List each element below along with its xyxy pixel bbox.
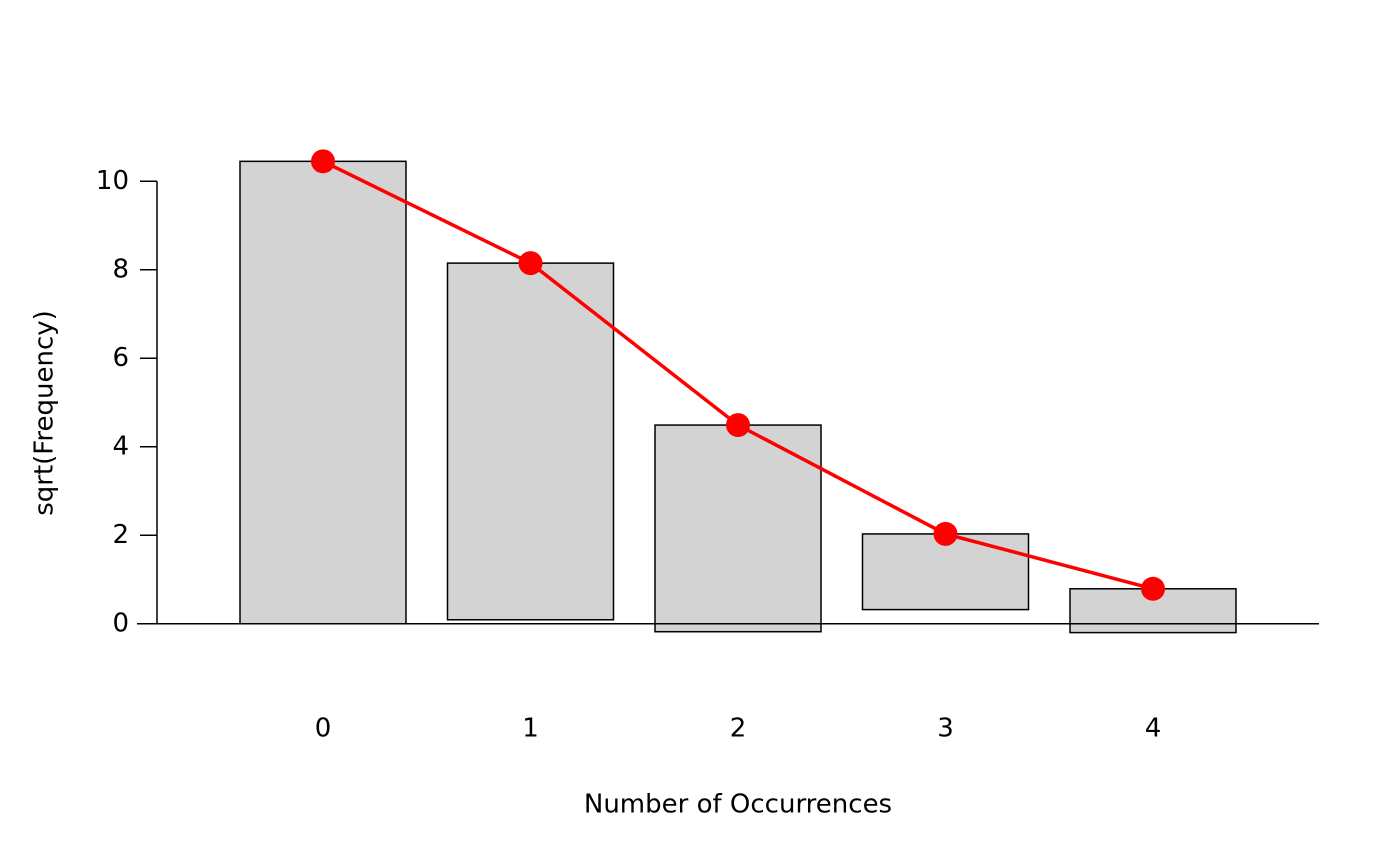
expected-point: [311, 149, 335, 174]
y-tick-label: 4: [112, 431, 129, 461]
y-tick-label: 8: [112, 254, 129, 284]
y-tick-label: 6: [112, 343, 129, 373]
bar: [239, 160, 407, 625]
expected-point: [933, 521, 958, 546]
x-tick-label: 4: [1145, 714, 1162, 744]
bar: [654, 424, 822, 633]
expected-point: [1141, 576, 1165, 601]
y-tick-label: 2: [112, 520, 129, 550]
bar: [861, 533, 1030, 611]
expected-point: [726, 413, 750, 438]
y-axis-label: sqrt(Frequency): [30, 310, 60, 516]
y-tick-label: 10: [96, 166, 129, 196]
x-axis-label: Number of Occurrences: [584, 790, 892, 820]
x-tick-label: 0: [315, 714, 332, 744]
bar: [446, 262, 615, 621]
expected-point: [518, 251, 543, 276]
y-tick-label: 0: [112, 608, 129, 638]
x-tick-label: 3: [937, 714, 954, 744]
x-tick-label: 2: [730, 714, 747, 744]
x-tick-label: 1: [522, 714, 539, 744]
